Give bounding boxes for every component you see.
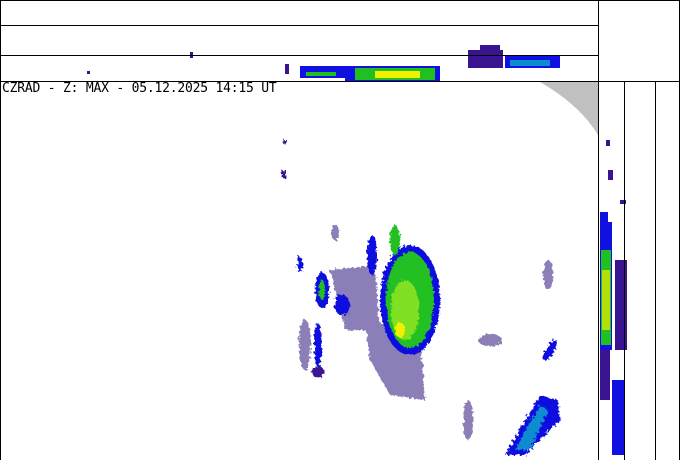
top-profile [87, 45, 560, 81]
divider-top-2 [0, 55, 598, 56]
out-of-range-area [540, 82, 598, 135]
divider-right-2 [655, 81, 656, 460]
radar-title: CZRAD - Z: MAX - 05.12.2025 14:15 UT [2, 81, 277, 96]
divider-top-1 [0, 25, 598, 26]
divider-vertical [598, 0, 599, 460]
border-top [0, 0, 680, 1]
right-profile [600, 140, 627, 455]
divider-right-1 [624, 81, 625, 460]
divider-main [0, 81, 680, 82]
precipitation-echoes [282, 140, 560, 455]
border-left [0, 0, 1, 460]
